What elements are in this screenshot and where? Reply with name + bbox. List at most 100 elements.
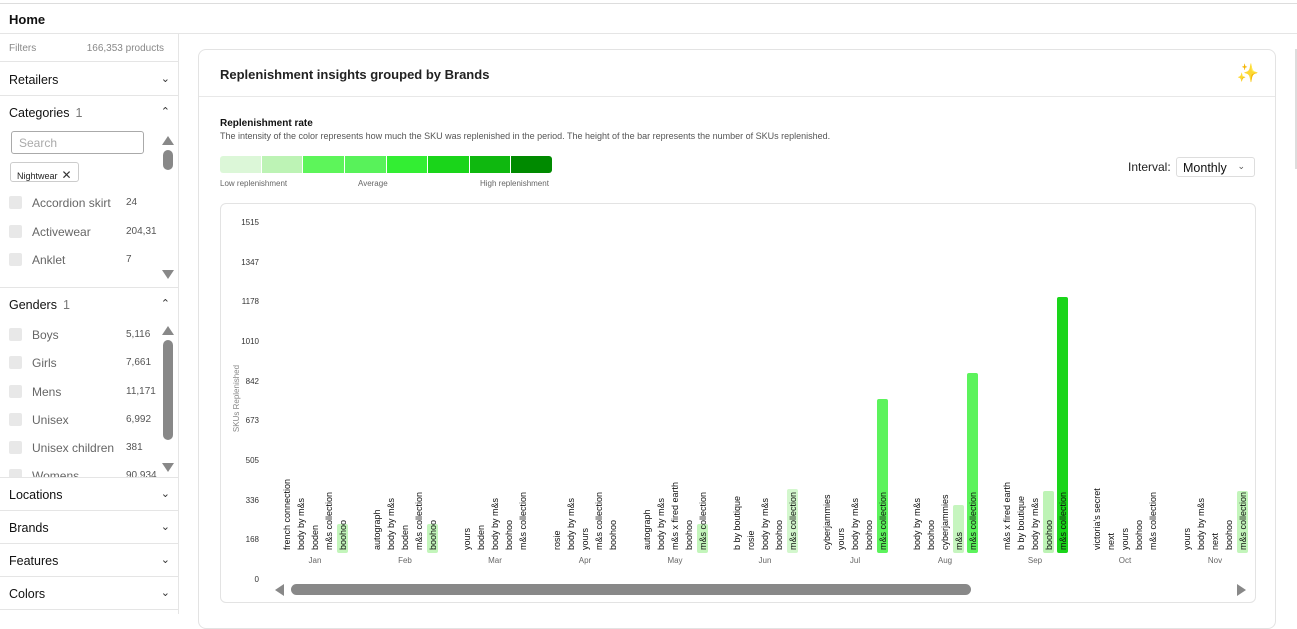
bar-label: body by m&s [566, 497, 576, 550]
checkbox[interactable] [9, 469, 22, 477]
chevron-down-icon[interactable]: ⌄ [160, 521, 170, 533]
list-item[interactable]: Girls 7,661 [9, 356, 151, 370]
chart-bar[interactable] [787, 488, 798, 553]
scroll-right-icon[interactable] [1237, 584, 1246, 596]
bar-label: french connection [282, 478, 292, 550]
bar-label: victoria's secret [1092, 488, 1102, 550]
chevron-up-icon[interactable]: ⌃ [160, 298, 170, 310]
scroll-up-icon[interactable] [162, 326, 174, 335]
sparkles-icon[interactable]: ✨ [1236, 63, 1259, 83]
chevron-down-icon[interactable]: ⌄ [160, 488, 170, 500]
checkbox[interactable] [9, 441, 22, 454]
x-tick-label: Sep [1027, 556, 1043, 565]
scroll-up-icon[interactable] [162, 136, 174, 145]
y-tick-label: 168 [245, 535, 259, 545]
list-item[interactable]: Mens 11,171 [9, 385, 156, 399]
bar-label: body by m&s [1030, 497, 1040, 550]
scroll-down-icon[interactable] [162, 463, 174, 472]
x-tick-label: Jul [849, 556, 861, 565]
chart-bar[interactable] [1057, 297, 1068, 553]
bar-label: m&s collection [1238, 491, 1248, 550]
bar-label: boohoo [684, 519, 694, 550]
bar-label: yours [836, 527, 846, 550]
section-label: Categories 1 [9, 106, 83, 120]
list-item[interactable]: Unisex children 381 [9, 441, 143, 455]
section-locations[interactable]: Locations ⌄ [0, 478, 178, 511]
checkbox[interactable] [9, 196, 22, 209]
section-colors[interactable]: Colors ⌄ [0, 577, 178, 610]
x-tick-label: Feb [398, 556, 412, 565]
checkbox[interactable] [9, 253, 22, 266]
horizontal-scrollbar[interactable] [291, 584, 971, 595]
search-input[interactable]: Search [11, 131, 144, 154]
list-item[interactable]: Unisex 6,992 [9, 413, 151, 427]
chart-bar[interactable] [1237, 490, 1248, 553]
chart-bar[interactable] [337, 523, 348, 553]
bar-label: m&s collection [594, 491, 604, 550]
chart-bar[interactable] [877, 399, 888, 553]
list-item[interactable]: Activewear 204,31 [9, 225, 157, 239]
section-genders: Genders 1 ⌃ Boys 5,116 Girls 7,661 Mens 11,1… [0, 288, 178, 478]
checkbox[interactable] [9, 356, 22, 369]
chevron-up-icon[interactable]: ⌃ [160, 106, 170, 118]
card-header: Replenishment insights grouped by Brands… [199, 50, 1275, 97]
checkbox[interactable] [9, 225, 22, 238]
list-item[interactable]: Anklet 7 [9, 253, 132, 267]
legend-swatch [511, 156, 552, 173]
checkbox[interactable] [9, 413, 22, 426]
close-icon[interactable]: ✕ [61, 168, 72, 182]
chart-bar[interactable] [427, 523, 438, 553]
bar-label: boohoo [504, 519, 514, 550]
bar-label: yours [580, 527, 590, 550]
checkbox[interactable] [9, 328, 22, 341]
chart-bar[interactable] [953, 504, 964, 553]
section-features[interactable]: Features ⌄ [0, 544, 178, 577]
chevron-down-icon[interactable]: ⌄ [160, 587, 170, 599]
section-label: Brands [9, 521, 49, 535]
x-tick-label: Jan [308, 556, 322, 565]
y-tick-label: 0 [254, 575, 259, 584]
x-tick-label: Oct [1118, 556, 1132, 565]
bar-label: next [1106, 532, 1116, 550]
filters-label: Filters [9, 43, 37, 54]
scroll-down-icon[interactable] [162, 270, 174, 279]
scroll-left-icon[interactable] [275, 584, 284, 596]
bar-label: body by m&s [296, 497, 306, 550]
interval-select[interactable]: Monthly ⌄ [1176, 157, 1255, 177]
bar-label: m&s collection [878, 491, 888, 550]
y-tick-label: 505 [245, 456, 259, 465]
bar-label: boohoo [428, 519, 438, 550]
legend-average: Average [358, 179, 388, 188]
y-tick-label: 1178 [241, 297, 259, 307]
section-retailers[interactable]: Retailers ⌄ [0, 63, 178, 96]
checkbox[interactable] [9, 385, 22, 398]
scrollbar[interactable] [163, 340, 173, 440]
bar-label: next [1210, 532, 1220, 550]
chevron-down-icon[interactable]: ⌄ [160, 554, 170, 566]
list-item[interactable]: Boys 5,116 [9, 328, 150, 342]
bar-label: boohoo [774, 519, 784, 550]
chevron-down-icon[interactable]: ⌄ [160, 73, 170, 85]
x-tick-label: Apr [578, 556, 592, 565]
bar-label: m&s collection [698, 491, 708, 550]
chart-bar[interactable] [1043, 490, 1054, 553]
section-label: Features [9, 554, 59, 568]
chart-bar[interactable] [967, 373, 978, 553]
bar-label: boohoo [1134, 519, 1144, 550]
bar-label: boohoo [338, 519, 348, 550]
bar-label: m&s collection [788, 491, 798, 550]
interval-label: Interval: [1128, 160, 1171, 174]
chevron-down-icon[interactable]: ⌄ [1237, 161, 1245, 171]
bar-label: boden [476, 524, 486, 550]
sidebar: Filters 166,353 products Retailers ⌄ Cat… [0, 34, 179, 614]
bar-label: body by m&s [386, 497, 396, 550]
chart-bar[interactable] [697, 523, 708, 553]
list-item[interactable]: Accordion skirt 24 [9, 196, 137, 210]
list-item[interactable]: Womens 90,934 [9, 469, 157, 477]
x-tick-label: May [667, 556, 683, 565]
scrollbar[interactable] [163, 150, 173, 170]
legend-high: High replenishment [480, 179, 549, 188]
chart: SKUs Replenished 1515 1347 1178 1010 842 673 5… [220, 203, 1256, 603]
nightwear-chip[interactable]: Nightwear ✕ [10, 162, 79, 182]
section-brands[interactable]: Brands ⌄ [0, 511, 178, 544]
